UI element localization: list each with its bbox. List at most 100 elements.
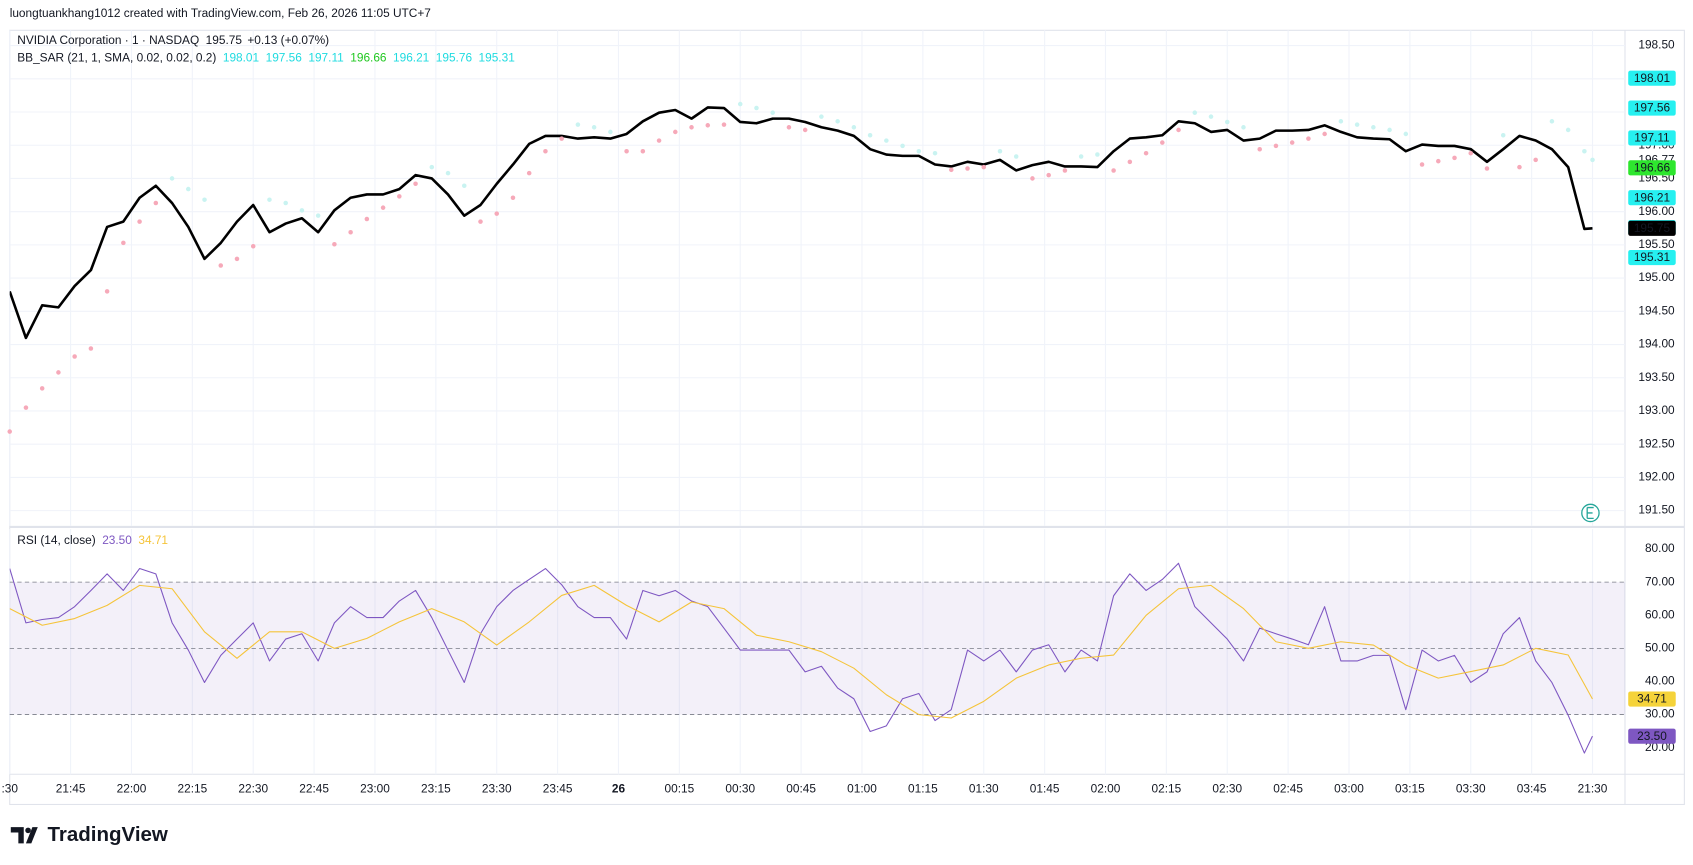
- x-tick-label: 00:30: [725, 781, 755, 795]
- sar-dot: [218, 263, 224, 268]
- x-tick-label: 21:30: [1578, 781, 1608, 795]
- sar-dot: [981, 164, 987, 170]
- last-price: 195.75: [206, 33, 243, 47]
- sar-dot: [7, 429, 12, 434]
- sar-dot: [1354, 122, 1360, 127]
- sar-dot: [364, 216, 370, 222]
- y-tick-label: 195.50: [1638, 237, 1675, 251]
- sar-dot: [608, 129, 613, 135]
- sar-dot: [1371, 125, 1376, 130]
- y-tick-label: 30.00: [1645, 707, 1675, 721]
- sar-dot: [1095, 152, 1100, 157]
- sar-dot: [23, 405, 29, 410]
- price-box: [1628, 249, 1676, 266]
- sar-dot: [1452, 155, 1457, 161]
- price-box: [1628, 70, 1676, 86]
- sar-dot: [121, 240, 126, 246]
- x-tick-label: 22:30: [238, 781, 268, 795]
- sar-dot: [591, 125, 597, 130]
- sar-dot: [39, 386, 45, 391]
- rsi-legend: RSI (14, close) 23.50 34.71: [17, 533, 168, 547]
- x-tick-label: 02:30: [1212, 781, 1242, 795]
- sar-dot: [900, 143, 905, 149]
- sar-value: 196.66: [350, 51, 387, 65]
- logo-dot: [25, 827, 31, 834]
- earnings-icon-glyph: [1586, 506, 1594, 519]
- x-tick-label: 01:45: [1030, 781, 1060, 795]
- sar-value: 195.76: [436, 51, 473, 65]
- sar-dot: [299, 208, 305, 213]
- plot-area: [9, 106, 1593, 340]
- x-tick-label: :30: [1, 781, 18, 795]
- sar-dot: [851, 125, 857, 130]
- price-box: [1628, 190, 1676, 206]
- price-box-label: 196.21: [1634, 190, 1671, 204]
- sar-dot: [867, 133, 873, 138]
- sar-dot: [478, 219, 483, 224]
- x-tick-label: 00:45: [786, 781, 816, 795]
- sar-dot: [673, 129, 678, 135]
- watermark: luongtuankhang1012 created with TradingV…: [10, 6, 431, 20]
- sar-dot: [737, 101, 743, 107]
- x-tick-label: 21:45: [56, 781, 86, 795]
- rsi-value: 34.71: [138, 533, 168, 547]
- plot-area: [9, 562, 1593, 754]
- sar-value: 198.01: [223, 51, 260, 65]
- sar-dot: [802, 127, 808, 133]
- sar-dot: [1160, 140, 1165, 145]
- sar-dot: [884, 138, 889, 143]
- sar-dot: [1419, 162, 1425, 167]
- tv-logo: TradingView: [10, 823, 168, 846]
- y-tick-label: 193.00: [1638, 403, 1675, 417]
- sar-dot: [283, 200, 288, 206]
- sar-dot: [1484, 166, 1490, 171]
- sar-dot: [153, 200, 159, 206]
- x-tick-label: 23:00: [360, 781, 390, 795]
- sar-dot: [104, 289, 110, 294]
- rsi-title: RSI (14, close): [17, 533, 95, 547]
- price-box: [1628, 130, 1676, 146]
- sar-dot: [1517, 164, 1522, 170]
- y-tick-label: 40.00: [1645, 674, 1675, 688]
- price-box-label: 34.71: [1637, 692, 1667, 706]
- x-tick-label: 01:15: [908, 781, 938, 795]
- sar-dot: [332, 241, 337, 247]
- sar-dot: [169, 176, 175, 181]
- price-change: +0.13 (+0.07%): [247, 33, 329, 47]
- price-box-label: 195.31: [1634, 250, 1671, 264]
- y-tick-label: 193.50: [1638, 370, 1675, 384]
- sar-dot: [1436, 158, 1441, 164]
- sar-dot: [267, 197, 272, 202]
- x-tick-label: 03:00: [1334, 781, 1364, 795]
- sar-dot: [526, 170, 532, 176]
- rsi-value: 23.50: [102, 533, 132, 547]
- x-tick-label: 00:15: [665, 781, 695, 795]
- price-legend: NVIDIA Corporation · 1 · NASDAQ 195.75 +0.…: [17, 33, 329, 47]
- sar-dot: [1224, 119, 1230, 125]
- sar-dot: [1387, 127, 1392, 133]
- x-tick-label: 22:45: [299, 781, 329, 795]
- series-name: NVIDIA Corporation · 1 · NASDAQ: [17, 33, 199, 47]
- sar-dot: [916, 148, 922, 154]
- sar-dot: [1582, 148, 1587, 154]
- series-line: [9, 106, 1593, 340]
- sar-dot: [1306, 136, 1311, 141]
- sar-dot: [932, 150, 938, 156]
- sar-dot: [494, 211, 499, 216]
- price-box: [1628, 728, 1676, 744]
- sar-dot: [965, 166, 970, 171]
- price-box: [1628, 160, 1676, 176]
- sar-dot: [624, 148, 629, 154]
- sar-dot: [1241, 125, 1246, 130]
- sar-dot: [1143, 150, 1149, 156]
- sar-dot: [1062, 168, 1068, 173]
- sar-dot: [88, 346, 94, 351]
- sar-dot: [1192, 110, 1198, 115]
- price-box-label: 197.11: [1634, 131, 1670, 145]
- sar-dot: [786, 125, 792, 130]
- x-tick-label: 23:15: [421, 781, 451, 795]
- sar-dot: [72, 354, 77, 359]
- y-tick-label: 196.00: [1638, 204, 1675, 218]
- sar-dot: [1273, 143, 1279, 149]
- y-tick-label: 198.50: [1638, 38, 1675, 52]
